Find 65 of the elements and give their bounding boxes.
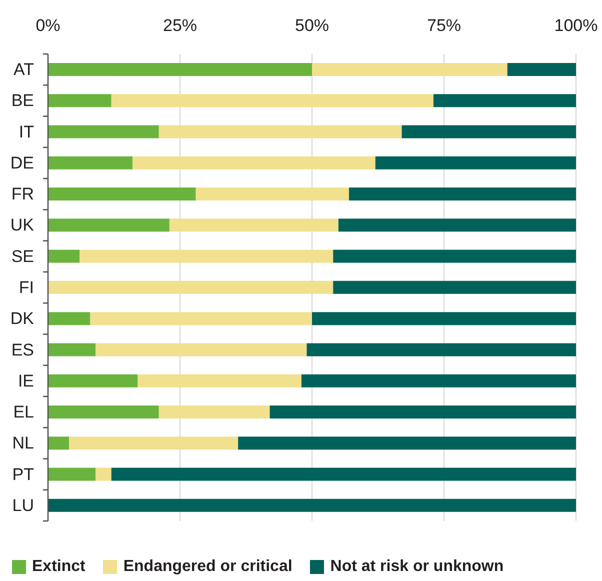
x-tick-label: 100% (554, 16, 598, 35)
bar (111, 468, 576, 481)
y-tick-label: LU (12, 496, 34, 515)
bar (333, 250, 576, 263)
y-tick-label: DK (10, 309, 35, 328)
y-tick-label: EL (13, 402, 34, 422)
y-tick-label: SE (11, 246, 34, 266)
bar (301, 374, 576, 388)
bar (48, 63, 312, 76)
y-tick-label: FR (11, 184, 34, 204)
y-tick-label: AT (14, 60, 34, 80)
bar (96, 468, 112, 481)
bar (80, 250, 334, 263)
bar (96, 343, 307, 356)
bar (158, 405, 270, 418)
legend-label: Extinct (32, 558, 86, 576)
bar (196, 188, 349, 201)
bar (402, 125, 576, 138)
y-tick-label: NL (12, 434, 34, 453)
bar (48, 218, 170, 232)
bar (48, 312, 90, 326)
x-tick-label: 0% (36, 16, 60, 35)
bar (138, 374, 302, 388)
y-tick-label: FI (18, 278, 34, 297)
y-tick-label: IE (18, 371, 34, 390)
y-tick-label: UK (10, 216, 35, 235)
legend-label: Endangered or critical (123, 558, 292, 576)
y-tick-label: BE (11, 91, 34, 110)
x-tick-label: 50% (294, 16, 330, 35)
legend-label: Not at risk or unknown (330, 558, 504, 576)
bar (312, 312, 576, 326)
y-tick-label: DE (10, 153, 34, 172)
bar (90, 312, 312, 326)
bar (48, 125, 159, 138)
bar (48, 343, 96, 356)
bar (333, 280, 576, 294)
bar (48, 498, 576, 512)
bar (48, 94, 112, 108)
bar (338, 218, 576, 232)
y-tick-label: IT (18, 122, 34, 142)
bar (48, 468, 96, 481)
bar (111, 94, 434, 108)
bar (48, 436, 70, 450)
bar (48, 374, 138, 388)
bar (270, 405, 576, 418)
bar (158, 125, 402, 138)
bar (238, 436, 576, 450)
bar (132, 156, 376, 170)
bar (433, 94, 576, 108)
bar (507, 63, 576, 76)
bar (69, 436, 238, 450)
bar (48, 156, 132, 170)
bar (48, 188, 196, 201)
bar (48, 405, 159, 418)
bar (169, 218, 338, 232)
bar (375, 156, 576, 170)
y-tick-label: ES (11, 340, 34, 360)
bar (348, 188, 576, 201)
bar (306, 343, 576, 356)
bar (48, 250, 80, 263)
bar (312, 63, 508, 76)
x-tick-label: 25% (162, 16, 198, 35)
y-tick-label: PT (12, 464, 34, 484)
bar (48, 280, 334, 294)
x-tick-label: 75% (426, 16, 462, 35)
